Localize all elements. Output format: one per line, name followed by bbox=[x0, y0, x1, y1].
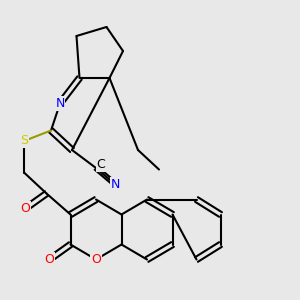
Text: N: N bbox=[55, 97, 65, 110]
Text: O: O bbox=[91, 253, 101, 266]
Text: O: O bbox=[45, 253, 54, 266]
Text: O: O bbox=[21, 202, 30, 215]
Text: S: S bbox=[20, 134, 28, 148]
Text: N: N bbox=[111, 178, 120, 191]
Text: C: C bbox=[96, 158, 105, 172]
